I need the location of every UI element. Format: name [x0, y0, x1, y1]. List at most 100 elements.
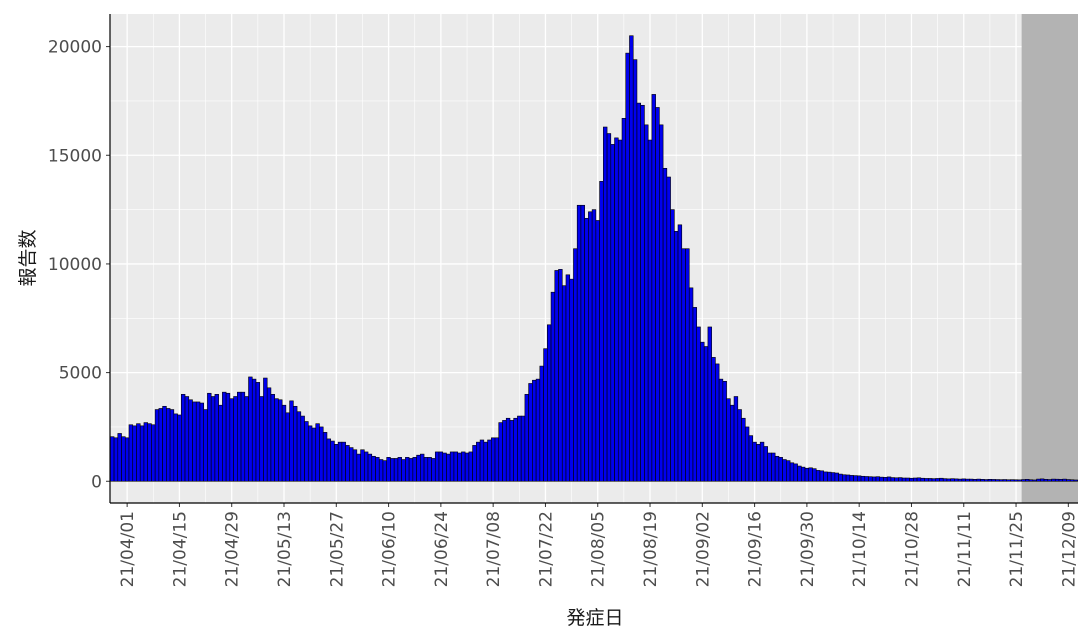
- bar: [782, 459, 787, 482]
- bar: [786, 460, 791, 482]
- bar: [1043, 479, 1049, 482]
- bar: [700, 341, 705, 482]
- bar: [330, 440, 335, 482]
- bar: [520, 415, 526, 482]
- bar: [423, 457, 429, 482]
- x-tick-label: 21/07/22: [536, 511, 556, 587]
- bar: [681, 248, 686, 482]
- shaded-region: [1021, 14, 1078, 503]
- bar: [939, 477, 944, 482]
- bar: [378, 459, 384, 482]
- bar: [868, 476, 873, 482]
- bar: [110, 436, 115, 482]
- bar: [550, 291, 556, 482]
- bar: [950, 478, 955, 482]
- bar: [1054, 478, 1060, 482]
- bar: [319, 426, 324, 482]
- x-tick-label: 21/08/19: [641, 511, 661, 587]
- y-tick-label: 0: [91, 472, 102, 492]
- bar: [860, 475, 866, 482]
- bar: [961, 478, 966, 482]
- bar: [617, 139, 623, 482]
- bar: [972, 479, 978, 482]
- bar: [547, 324, 552, 482]
- bar: [494, 437, 500, 482]
- bar: [438, 451, 444, 482]
- bar: [326, 438, 331, 482]
- bar: [815, 470, 821, 482]
- bar: [573, 248, 578, 482]
- bar: [367, 453, 373, 482]
- x-tick-label: 21/05/13: [275, 511, 295, 587]
- bar: [1002, 479, 1008, 482]
- y-axis-title: 報告数: [17, 229, 39, 286]
- x-tick-label: 21/08/05: [589, 511, 609, 587]
- bar: [778, 457, 783, 482]
- bar: [139, 425, 145, 482]
- bar: [703, 346, 709, 482]
- bar: [479, 439, 485, 482]
- bar: [420, 453, 425, 482]
- bar: [177, 414, 182, 482]
- x-tick-label: 21/09/02: [693, 511, 713, 587]
- bar: [222, 391, 227, 482]
- bar: [871, 476, 877, 482]
- bar: [920, 477, 925, 482]
- bar: [166, 408, 171, 482]
- bar: [382, 460, 388, 482]
- bar: [621, 118, 627, 482]
- bar: [883, 477, 888, 482]
- bar: [640, 104, 645, 482]
- x-tick-label: 21/10/28: [902, 511, 922, 587]
- y-tick-label: 10000: [48, 255, 102, 275]
- bar: [195, 401, 201, 482]
- x-tick-label: 21/04/29: [223, 511, 243, 587]
- bar: [173, 413, 178, 482]
- bar: [431, 458, 436, 482]
- bar: [1047, 479, 1052, 482]
- bar: [659, 124, 664, 482]
- bar: [954, 478, 959, 482]
- bar: [225, 392, 231, 482]
- bar: [838, 473, 843, 482]
- bar: [1025, 479, 1030, 482]
- bar: [752, 441, 757, 482]
- bar: [804, 467, 810, 482]
- bar: [980, 479, 985, 482]
- bar: [524, 394, 529, 482]
- bar: [311, 427, 317, 482]
- bar: [210, 396, 216, 482]
- bar: [965, 478, 970, 482]
- bar: [162, 405, 167, 482]
- bar: [969, 478, 974, 482]
- x-tick-label: 21/11/11: [955, 511, 975, 587]
- bar: [905, 477, 910, 482]
- bar: [875, 476, 881, 482]
- bar: [913, 477, 918, 482]
- x-tick-label: 21/04/01: [118, 511, 138, 587]
- bar: [509, 420, 515, 482]
- bar: [834, 472, 839, 482]
- bar: [688, 287, 694, 482]
- bar: [124, 437, 130, 482]
- bar: [203, 409, 208, 482]
- bar: [345, 445, 350, 482]
- bar: [632, 59, 638, 482]
- bar: [1017, 479, 1022, 482]
- bar: [412, 457, 417, 482]
- bar: [207, 392, 212, 482]
- bar: [830, 472, 836, 482]
- bar: [935, 478, 940, 482]
- bar: [427, 457, 432, 482]
- bar: [169, 409, 175, 482]
- bar: [136, 423, 141, 482]
- bar: [715, 363, 720, 482]
- bar: [356, 453, 361, 482]
- bar: [434, 451, 440, 482]
- bar: [827, 471, 832, 482]
- bar: [565, 274, 571, 482]
- bar: [584, 217, 589, 482]
- bar: [132, 425, 137, 482]
- bar: [490, 437, 496, 482]
- y-tick-label: 5000: [59, 364, 102, 384]
